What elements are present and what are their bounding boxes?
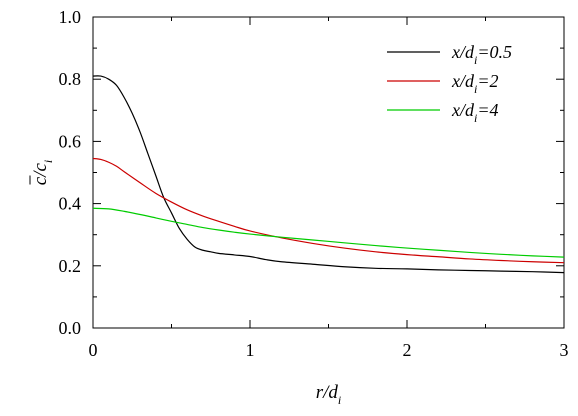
x-tick-label: 1 — [246, 340, 255, 360]
y-axis-label-text: c/ci — [30, 160, 55, 186]
y-tick-label: 0.4 — [59, 194, 82, 214]
x-tick-label: 3 — [560, 340, 569, 360]
axis-ticks — [92, 16, 565, 329]
y-axis-label-sub: i — [41, 160, 55, 163]
plot-frame — [92, 16, 565, 329]
legend-label-3: x/di=4 — [451, 100, 499, 125]
series-lines — [92, 75, 565, 274]
y-tick-label: 0.2 — [59, 256, 82, 276]
x-axis-label-sub: i — [338, 393, 341, 407]
x-axis-label-main: r/d — [316, 382, 339, 403]
series-line-3 — [92, 207, 565, 258]
x-tick-label: 2 — [403, 340, 412, 360]
x-axis-label: r/di — [316, 382, 342, 407]
y-axis-label: c/ci — [29, 160, 55, 186]
series-line-2 — [92, 157, 565, 264]
legend-label-1: x/di=0.5 — [451, 42, 512, 67]
x-tick-label: 0 — [89, 340, 98, 360]
y-tick-label: 0.6 — [59, 131, 82, 151]
legend-label-2: x/di=2 — [451, 71, 499, 96]
y-tick-label: 1.0 — [59, 7, 82, 27]
legend: x/di=0.5 x/di=2 x/di=4 — [387, 42, 512, 125]
tick-labels: 0 1 2 3 0.0 0.2 0.4 0.6 0.8 1.0 — [59, 7, 569, 360]
series-line-1 — [92, 75, 565, 274]
y-tick-label: 0.8 — [59, 69, 82, 89]
y-tick-label: 0.0 — [59, 318, 82, 338]
plot-border — [92, 16, 565, 329]
y-axis-label-c: c — [30, 176, 51, 185]
